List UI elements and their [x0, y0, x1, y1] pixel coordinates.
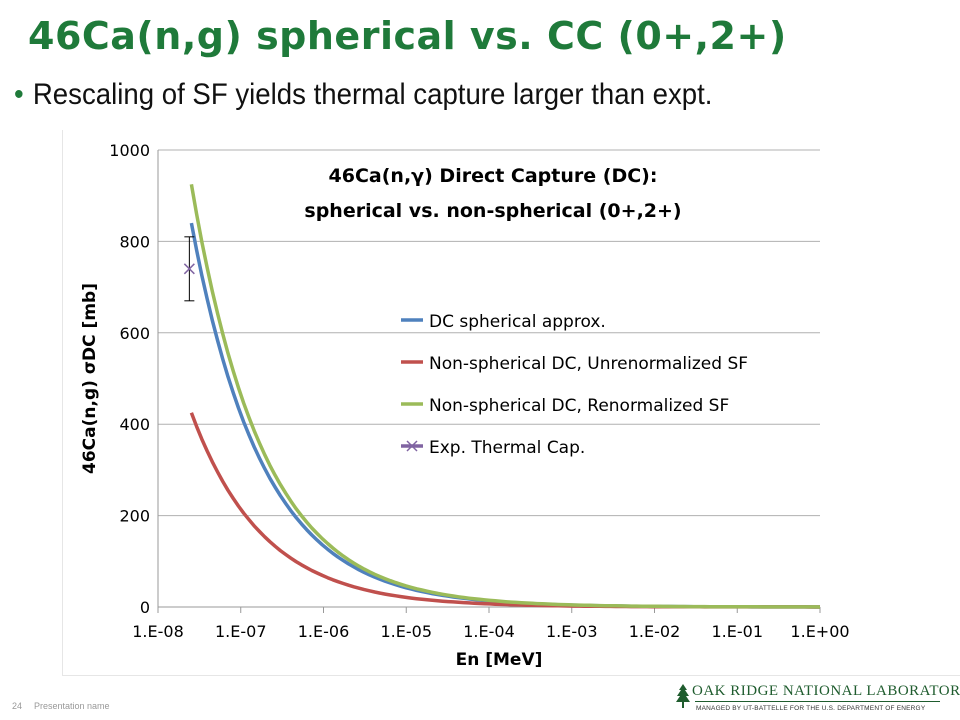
y-tick-label: 600	[119, 324, 150, 343]
y-tick-label: 200	[119, 507, 150, 526]
x-tick-label: 1.E-02	[629, 622, 681, 641]
x-axis-title: En [MeV]	[456, 650, 543, 670]
y-tick-label: 400	[119, 415, 150, 434]
ornl-logo-icon	[676, 684, 940, 708]
chart-svg: 0 200 400 600 800 1000 1.E-08 1.E-07 1.E-06 1.E-0…	[80, 141, 850, 670]
chart-title-line2: spherical vs. non-spherical (0+,2+)	[304, 200, 681, 222]
bullet-dot: •	[14, 78, 24, 111]
x-tick-label: 1.E+00	[790, 622, 849, 641]
x-tick-label: 1.E-04	[463, 622, 515, 641]
y-tick-label: 800	[119, 232, 150, 251]
slide-title: 46Ca(n,g) spherical vs. CC (0+,2+)	[28, 14, 787, 58]
x-tick-label: 1.E-06	[298, 622, 350, 641]
bullet-point: • Rescaling of SF yields thermal capture …	[14, 78, 712, 112]
x-tick-label: 1.E-07	[215, 622, 267, 641]
x-tick-label: 1.E-05	[380, 622, 432, 641]
x-tick-label: 1.E-08	[132, 622, 184, 641]
x-tick-label: 1.E-03	[546, 622, 598, 641]
experiment-point	[183, 263, 195, 275]
y-tick-label: 1000	[109, 141, 150, 160]
chart-area: 0 200 400 600 800 1000 1.E-08 1.E-07 1.E-06 1.E-0…	[62, 130, 960, 676]
x-tick-label: 1.E-01	[711, 622, 763, 641]
y-axis-title: 46Ca(n,g) σDC [mb]	[80, 283, 100, 474]
legend-marker	[406, 440, 418, 452]
footer-presentation-name: Presentation name	[34, 701, 110, 711]
bullet-text: Rescaling of SF yields thermal capture l…	[32, 78, 713, 111]
y-tick-label: 0	[140, 598, 150, 617]
ornl-logo-subtext: MANAGED BY UT-BATTELLE FOR THE U.S. DEPA…	[696, 705, 926, 712]
chart-title-line1: 46Ca(n,γ) Direct Capture (DC):	[329, 165, 658, 187]
footer-page-number: 24	[12, 701, 23, 711]
legend-label: Non-spherical DC, Renormalized SF	[429, 396, 729, 416]
legend-label: Exp. Thermal Cap.	[429, 438, 585, 458]
legend-label: DC spherical approx.	[429, 312, 606, 332]
ornl-logo-text: OAK RIDGE NATIONAL LABORATORY	[692, 683, 960, 699]
series-line	[189, 183, 821, 609]
legend-label: Non-spherical DC, Unrenormalized SF	[429, 354, 748, 374]
